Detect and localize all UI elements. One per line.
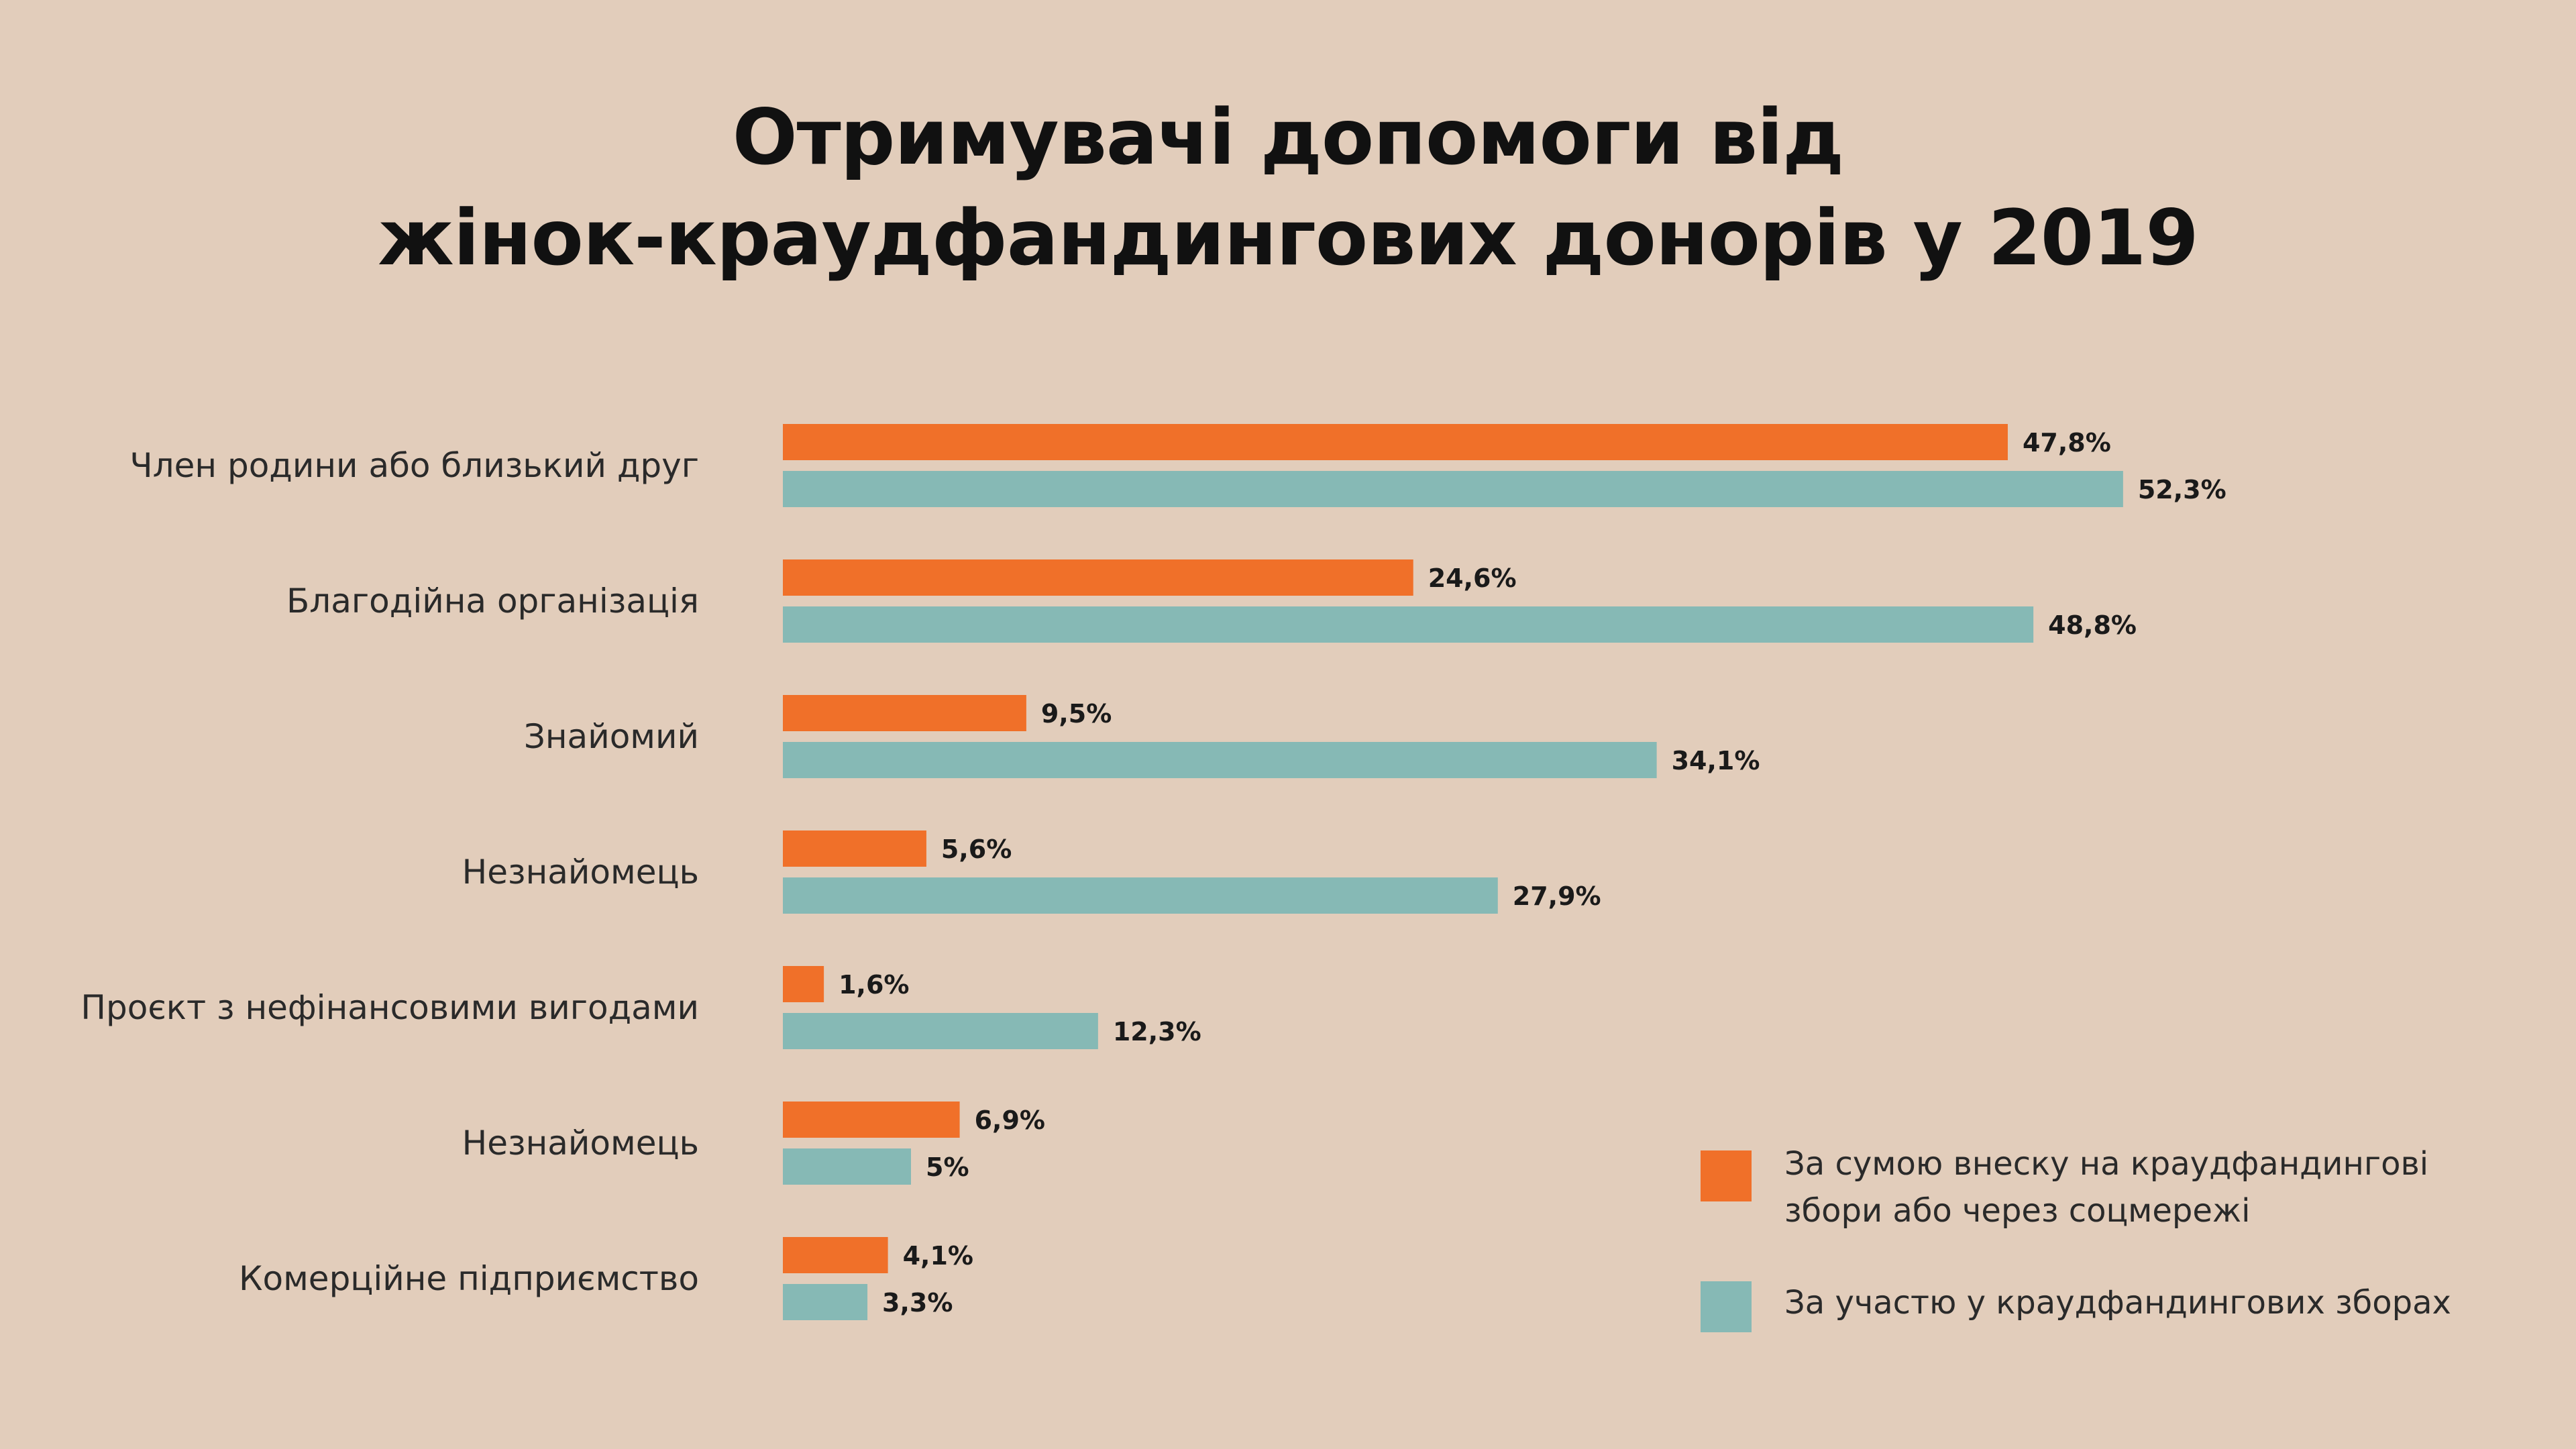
legend-label-series-1-line-1: За сумою внеску на краудфандингові [1784,1145,2429,1183]
category-label: Член родини або близький друг [129,446,699,485]
legend-item-series-1: За сумою внеску на краудфандингові збори… [1701,1140,2539,1241]
bar-series-2 [783,1013,1098,1049]
legend-label-series-2: За участю у краудфандингових зборах [1784,1279,2522,1326]
bar-series-1 [783,1237,888,1273]
bar-series-2 [783,1148,911,1185]
value-label-series-1: 4,1% [903,1241,973,1271]
bar-series-1 [783,424,2008,460]
legend-item-series-2: За участю у краудфандингових зборах [1701,1271,2539,1372]
value-label-series-2: 5% [926,1152,969,1182]
chart-legend: За сумою внеску на краудфандингові збори… [1701,1140,2539,1372]
bar-series-2 [783,471,2123,507]
bar-series-2 [783,1284,868,1320]
value-label-series-2: 3,3% [882,1288,953,1318]
bar-series-1 [783,559,1413,596]
bar-series-2 [783,742,1657,778]
value-label-series-1: 24,6% [1428,564,1517,593]
legend-label-series-1: За сумою внеску на краудфандингові збори… [1784,1140,2522,1234]
value-label-series-1: 9,5% [1041,699,1112,729]
chart-title: Отримувачі допомоги від жінок-краудфанди… [0,87,2576,288]
value-label-series-2: 12,3% [1113,1017,1201,1046]
bar-series-2 [783,606,2034,643]
bar-series-1 [783,830,926,867]
legend-swatch-series-2 [1701,1281,1752,1332]
value-label-series-2: 34,1% [1672,746,1760,775]
category-label: Благодійна організація [286,582,699,621]
category-label: Незнайомець [462,1124,699,1163]
value-label-series-1: 6,9% [975,1106,1045,1135]
bar-series-1 [783,1102,960,1138]
legend-label-series-2-line-1: За участю у краудфандингових зборах [1784,1284,2451,1322]
chart-title-line-2: жінок-краудфандингових донорів у 2019 [378,193,2198,282]
category-label: Комерційне підприємство [239,1259,699,1298]
value-label-series-2: 48,8% [2048,610,2137,640]
bar-series-2 [783,877,1498,914]
value-label-series-1: 47,8% [2023,428,2111,458]
value-label-series-2: 52,3% [2138,475,2226,504]
category-label: Незнайомець [462,853,699,892]
chart-title-line-1: Отримувачі допомоги від [732,93,1844,182]
bar-series-1 [783,966,824,1002]
bar-series-1 [783,695,1026,731]
value-label-series-1: 1,6% [839,970,909,1000]
category-label: Проєкт з нефінансовими вигодами [80,988,699,1027]
legend-label-series-1-line-2: збори або через соцмережі [1784,1192,2251,1230]
value-label-series-1: 5,6% [941,835,1012,864]
category-label: Знайомий [524,717,699,756]
value-label-series-2: 27,9% [1513,881,1601,911]
legend-swatch-series-1 [1701,1150,1752,1201]
